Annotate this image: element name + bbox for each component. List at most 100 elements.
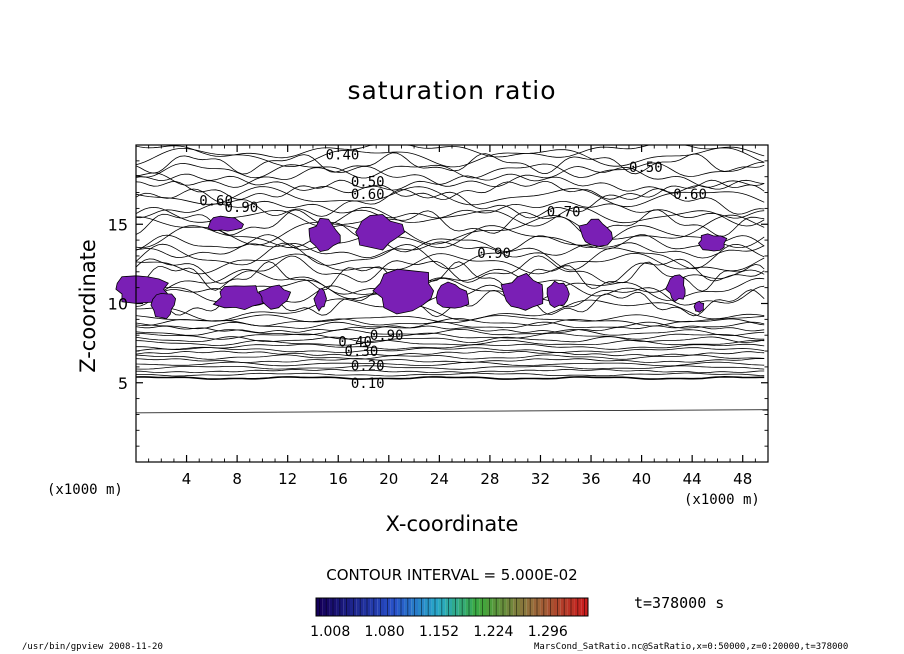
contour-line bbox=[135, 328, 765, 337]
contour-line bbox=[135, 209, 765, 238]
y-axis-label: Z-coordinate bbox=[76, 239, 100, 373]
colorbar-tick-label: 1.296 bbox=[528, 624, 568, 640]
contour-line bbox=[135, 343, 765, 350]
contour-line bbox=[135, 242, 765, 271]
contour-label: 0.40 bbox=[338, 335, 372, 351]
x-tick-label: 8 bbox=[232, 470, 242, 488]
y-tick-label: 15 bbox=[108, 215, 128, 234]
contour-line bbox=[135, 314, 765, 324]
footer-file: MarsCond_SatRatio.nc@SatRatio,x=0:50000,… bbox=[534, 642, 849, 652]
x-tick-label: 20 bbox=[379, 470, 398, 488]
supersaturated-region bbox=[546, 280, 570, 309]
colorbar-tick-label: 1.152 bbox=[419, 624, 459, 640]
contour-label: 0.90 bbox=[370, 328, 404, 344]
chart-title: saturation ratio bbox=[347, 76, 557, 105]
contour-line bbox=[135, 241, 765, 259]
contour-line bbox=[135, 318, 765, 327]
contour-line bbox=[135, 255, 765, 284]
supersaturated-region bbox=[308, 217, 341, 253]
contour-line bbox=[135, 147, 765, 168]
contour-line bbox=[135, 332, 765, 340]
contour-line bbox=[135, 347, 765, 353]
supersaturated-region bbox=[372, 268, 435, 315]
contour-line bbox=[136, 298, 765, 322]
contour-line bbox=[135, 336, 765, 344]
contour-label: 0.90 bbox=[477, 246, 511, 262]
contour-label: 0.60 bbox=[351, 187, 385, 203]
contour-line bbox=[136, 214, 765, 246]
x-tick-label: 36 bbox=[581, 470, 600, 488]
contour-label: 0.50 bbox=[629, 160, 663, 176]
colorbar-frame bbox=[315, 597, 589, 617]
x-tick-label: 48 bbox=[733, 470, 752, 488]
contour-labels: 0.400.500.500.600.60 0.600.90 0.700.900.90… bbox=[199, 148, 707, 392]
contour-label: 0.20 bbox=[351, 358, 385, 374]
contour-label: 0.90 bbox=[224, 200, 258, 216]
supersaturated-region bbox=[150, 292, 177, 320]
supersaturated-region bbox=[665, 274, 686, 303]
contour-label: 0.30 bbox=[345, 344, 379, 360]
contour-label: 0.50 bbox=[351, 174, 385, 190]
supersaturated-region bbox=[355, 214, 405, 251]
contour-lines bbox=[135, 144, 769, 414]
contour-line bbox=[135, 357, 765, 364]
x-tick-label: 4 bbox=[182, 470, 192, 488]
contour-label: 0.70 bbox=[547, 205, 581, 221]
y-tick-label: 5 bbox=[118, 374, 128, 393]
supersaturated-region bbox=[212, 285, 266, 311]
contour-line bbox=[135, 325, 765, 334]
contour-line bbox=[135, 409, 769, 414]
x-axis-unit-right: (x1000 m) bbox=[684, 492, 760, 508]
colorbar-tick-label: 1.080 bbox=[365, 624, 405, 640]
footer-command: /usr/bin/gpview 2008-11-20 bbox=[22, 642, 163, 652]
colorbar: 1.008 1.080 1.152 1.224 1.296 bbox=[310, 597, 589, 640]
x-tick-label: 12 bbox=[278, 470, 297, 488]
y-tick-label: 10 bbox=[108, 295, 128, 314]
x-tick-label: 24 bbox=[430, 470, 449, 488]
x-tick-label: 32 bbox=[531, 470, 550, 488]
contour-line bbox=[135, 375, 765, 380]
supersaturated-region bbox=[207, 215, 244, 232]
contour-line bbox=[135, 152, 765, 175]
contour-line bbox=[135, 252, 765, 275]
contour-line bbox=[135, 206, 765, 227]
supersaturated-region bbox=[698, 233, 728, 252]
x-tick-label: 40 bbox=[632, 470, 651, 488]
contour-line bbox=[135, 361, 765, 367]
contour-line bbox=[135, 179, 765, 200]
contour-line bbox=[135, 186, 765, 208]
colorbar-tick-label: 1.008 bbox=[310, 624, 350, 640]
contour-line bbox=[135, 350, 765, 357]
x-tick-label: 44 bbox=[683, 470, 702, 488]
contour-line bbox=[135, 165, 765, 188]
contour-line bbox=[135, 321, 765, 330]
contour-line bbox=[136, 368, 765, 374]
contour-line bbox=[135, 268, 765, 297]
contour-line bbox=[135, 339, 765, 346]
contour-line bbox=[135, 261, 765, 292]
supersaturated-region bbox=[435, 281, 470, 309]
contour-line bbox=[135, 200, 765, 219]
supersaturated-region bbox=[258, 284, 292, 310]
supersaturated-region bbox=[693, 300, 705, 313]
contour-interval: CONTOUR INTERVAL = 5.000E-02 bbox=[326, 566, 578, 584]
contour-line bbox=[135, 365, 765, 370]
supersaturated-region bbox=[313, 288, 327, 312]
supersaturation-fills bbox=[115, 214, 728, 320]
contour-line bbox=[135, 225, 765, 249]
x-tick-label: 28 bbox=[480, 470, 499, 488]
contour-line bbox=[135, 161, 765, 179]
time-label: t=378000 s bbox=[634, 594, 725, 612]
contour-label: 0.60 bbox=[199, 193, 233, 209]
supersaturated-region bbox=[578, 218, 614, 247]
contour-line bbox=[135, 173, 765, 194]
contour-label: 0.10 bbox=[351, 376, 385, 392]
contour-line bbox=[135, 354, 765, 360]
contour-line bbox=[135, 372, 765, 377]
contour-label: 0.40 bbox=[326, 148, 360, 164]
contour-label: 0.60 bbox=[673, 187, 707, 203]
x-tick-label: 16 bbox=[329, 470, 348, 488]
x-axis-unit-left: (x1000 m) bbox=[47, 482, 123, 498]
